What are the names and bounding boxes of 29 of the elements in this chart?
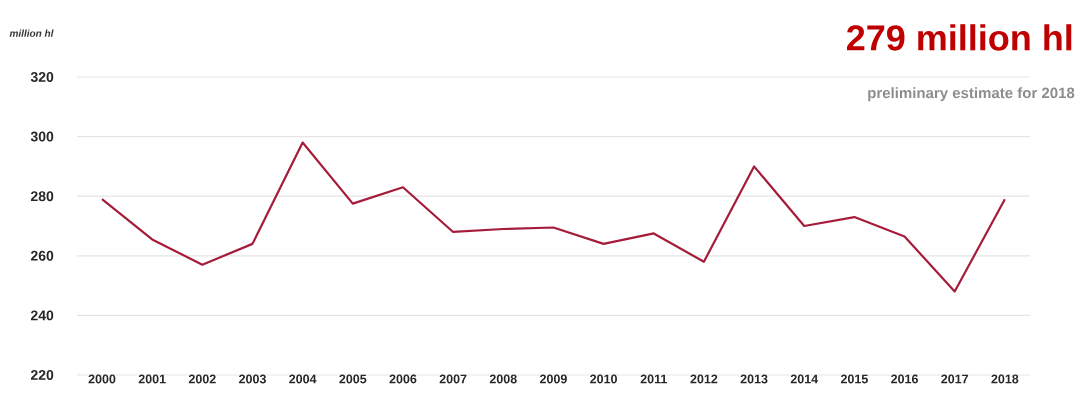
x-tick-label: 2007	[439, 374, 467, 384]
y-tick-label: 260	[30, 250, 54, 261]
x-tick-label: 2017	[941, 374, 969, 384]
x-tick-label: 2008	[489, 374, 517, 384]
line-series	[100, 141, 1006, 293]
x-tick-label: 2010	[590, 374, 617, 384]
x-tick-label: 2003	[239, 374, 266, 384]
x-tick-label: 2014	[790, 374, 819, 384]
x-tick-label: 2004	[289, 374, 317, 384]
y-tick-label: 320	[30, 72, 54, 82]
x-tick-label: 2000	[88, 374, 116, 384]
x-tick-label: 2002	[188, 374, 216, 384]
x-tick-label: 2001	[138, 374, 166, 384]
x-tick-label: 2012	[690, 374, 718, 384]
text: preliminary estimate for 2018	[868, 87, 1075, 102]
y-tick-label: 220	[30, 370, 54, 380]
x-tick-label: 2018	[991, 374, 1019, 384]
y-tick-label: 280	[30, 191, 54, 202]
x-tick-label: 2013	[740, 374, 768, 384]
y-tick-label: 300	[30, 131, 54, 142]
x-tick-label: 2011	[640, 374, 667, 384]
x-tick-label: 2015	[840, 374, 868, 384]
x-tick-label: 2016	[891, 374, 918, 384]
y-tick-label: 240	[30, 310, 54, 321]
x-tick-label: 2006	[389, 374, 417, 384]
chart-title: 279 million hl	[847, 24, 1072, 51]
x-tick-label: 2009	[539, 374, 567, 384]
y-axis-title: million hl	[9, 29, 54, 37]
x-tick-label: 2005	[339, 374, 367, 384]
